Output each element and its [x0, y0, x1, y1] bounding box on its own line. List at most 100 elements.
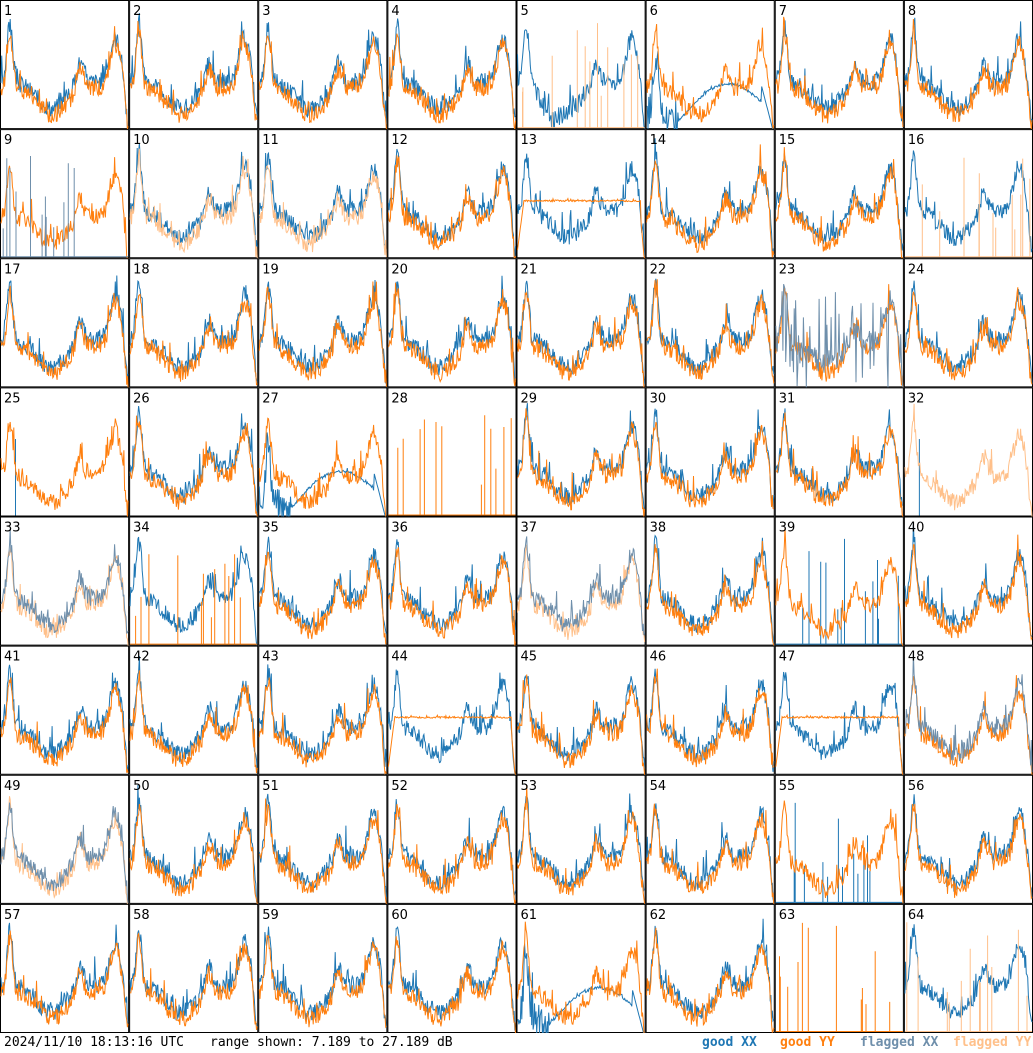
panel-47-label: 47 [779, 650, 796, 665]
panel-12-yy-trace [387, 155, 516, 260]
panel-57-label: 57 [4, 908, 21, 923]
panel-35: 35 [258, 516, 388, 646]
panel-53-yy-trace [517, 785, 646, 904]
panel-29: 29 [516, 387, 646, 518]
panel-46-yy-trace [646, 668, 775, 769]
panel-39-label: 39 [779, 521, 796, 536]
panel-45: 45 [516, 645, 646, 776]
panel-frame [903, 129, 1033, 259]
panel-16-xx-trace [904, 150, 1033, 253]
panel-51-label: 51 [262, 779, 279, 794]
panel-15-yy-trace [775, 147, 904, 260]
legend-flagged-yy: flagged YY [953, 1035, 1032, 1050]
panel-13-xx-trace [517, 153, 646, 257]
panel-frame [774, 645, 904, 775]
panel-frame [645, 0, 775, 130]
panel-47-xx-trace [775, 671, 904, 774]
panel-9-xx-trace [1, 156, 129, 258]
panel-42: 42 [129, 645, 259, 775]
panel-58-yy-trace [129, 932, 258, 1031]
panel-9-label: 9 [4, 133, 12, 148]
panel-30-label: 30 [650, 391, 667, 406]
footer-bar: 2024/11/10 18:13:16 UTC range shown: 7.1… [0, 1033, 1033, 1053]
panel-3-yy-trace [258, 35, 387, 130]
panel-34-xx-trace [129, 536, 258, 646]
panel-20: 20 [387, 258, 517, 388]
panel-8-yy-trace [904, 18, 1033, 130]
panel-43: 43 [258, 645, 388, 776]
panel-38-label: 38 [650, 521, 667, 536]
panel-47: 47 [774, 645, 904, 776]
panel-34-yy-trace [130, 554, 258, 645]
panel-52: 52 [387, 774, 517, 905]
panel-64: 64 [903, 903, 1033, 1033]
panel-19-xx-trace [258, 279, 387, 384]
panel-17-yy-trace [0, 285, 129, 388]
panel-23: 23 [774, 258, 904, 388]
panel-21-yy-trace [517, 290, 645, 389]
panel-29-yy-trace [517, 408, 646, 518]
panel-60-label: 60 [391, 908, 408, 923]
panel-frame [387, 774, 517, 904]
panel-20-yy-trace [387, 282, 516, 387]
panel-frame [387, 903, 517, 1033]
panel-60-yy-trace [387, 936, 516, 1033]
panel-46-label: 46 [650, 650, 667, 665]
panel-23-label: 23 [779, 262, 796, 277]
panel-58-label: 58 [133, 908, 150, 923]
panel-28-yy-trace [388, 415, 516, 516]
panel-40: 40 [903, 516, 1033, 646]
panel-27-label: 27 [262, 391, 279, 406]
panel-56: 56 [903, 774, 1033, 904]
panel-27-xx-trace [258, 432, 387, 518]
panel-63: 63 [774, 903, 904, 1033]
panel-7: 7 [774, 0, 904, 130]
panel-5-label: 5 [521, 4, 529, 19]
panel-60: 60 [387, 903, 517, 1033]
panel-48: 48 [903, 645, 1033, 776]
panel-5: 5 [516, 0, 646, 130]
panel-40-label: 40 [908, 521, 925, 536]
panel-44: 44 [387, 645, 517, 776]
panel-13-yy-trace [517, 197, 646, 259]
panel-35-yy-trace [258, 551, 387, 645]
panel-37-yy-trace [517, 544, 646, 642]
panel-27: 27 [258, 387, 388, 518]
panel-55-yy-trace [775, 800, 904, 904]
panel-25-label: 25 [4, 391, 21, 406]
panel-37-label: 37 [521, 521, 538, 536]
panel-9: 9 [0, 129, 130, 260]
panel-30: 30 [645, 387, 775, 517]
panel-32-yy-trace [904, 403, 1033, 518]
panel-11-label: 11 [262, 133, 279, 148]
panel-4-label: 4 [391, 4, 399, 19]
panel-55-label: 55 [779, 779, 796, 794]
panel-36-label: 36 [391, 521, 408, 536]
panel-39: 39 [774, 516, 904, 647]
panel-22-label: 22 [650, 262, 667, 277]
panel-54-label: 54 [650, 779, 667, 794]
panel-4: 4 [387, 0, 517, 130]
panel-frame [774, 774, 904, 904]
panel-41-xx-trace [0, 664, 129, 772]
panel-64-xx-trace [904, 924, 1033, 1023]
panel-26-label: 26 [133, 391, 150, 406]
panel-63-label: 63 [779, 908, 796, 923]
panel-10: 10 [129, 129, 259, 259]
panel-24: 24 [903, 258, 1033, 388]
panel-19: 19 [258, 258, 388, 388]
panel-15: 15 [774, 129, 904, 260]
panel-49: 49 [0, 774, 130, 905]
panel-19-label: 19 [262, 262, 279, 277]
panel-21-label: 21 [521, 262, 538, 277]
panel-35-label: 35 [262, 521, 279, 536]
panel-37: 37 [516, 516, 646, 646]
panel-34: 34 [129, 516, 259, 646]
panel-61-label: 61 [521, 908, 538, 923]
panel-28: 28 [387, 387, 517, 517]
panel-33-xx-trace [0, 528, 129, 634]
panel-44-label: 44 [391, 650, 408, 665]
panel-22-yy-trace [646, 279, 775, 384]
panel-33-yy-trace [0, 546, 129, 647]
